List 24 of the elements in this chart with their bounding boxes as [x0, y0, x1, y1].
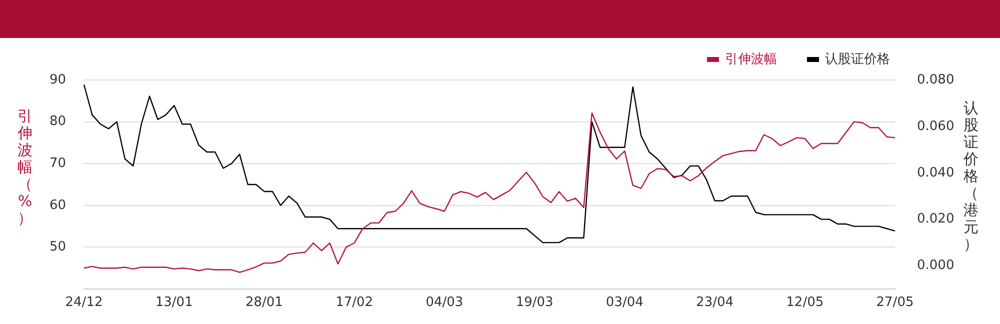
x-tick-label: 27/05: [876, 295, 914, 310]
y-tick-label: 80: [49, 114, 66, 130]
y2-tick-label: 0.060: [917, 118, 954, 134]
x-tick-label: 13/01: [155, 295, 193, 310]
y-tick-label: 90: [49, 72, 66, 88]
x-tick-label: 04/03: [426, 295, 464, 310]
y2-tick-label: 0.040: [917, 165, 954, 180]
x-tick-label: 28/01: [245, 295, 283, 310]
y2-tick-label: 0.000: [917, 258, 954, 274]
legend-label: 引伸波幅: [725, 52, 777, 67]
x-tick-label: 24/12: [65, 295, 103, 310]
y-axis-title: 引伸波幅（%）: [16, 107, 34, 227]
x-tick-label: 12/05: [786, 295, 824, 310]
x-tick-label: 17/02: [336, 295, 374, 310]
y-tick-label: 70: [49, 156, 66, 171]
y2-tick-label: 0.080: [917, 72, 954, 88]
legend-label: 认股证价格: [825, 52, 890, 67]
x-tick-label: 23/04: [696, 295, 734, 310]
x-tick-label: 19/03: [516, 295, 554, 310]
text: 认股证价格（港元）: [964, 99, 978, 253]
x-tick-label: 03/04: [606, 295, 644, 310]
y2-tick-label: 0.020: [917, 212, 954, 227]
y-tick-label: 60: [49, 198, 66, 213]
y-tick-label: 50: [49, 240, 66, 255]
